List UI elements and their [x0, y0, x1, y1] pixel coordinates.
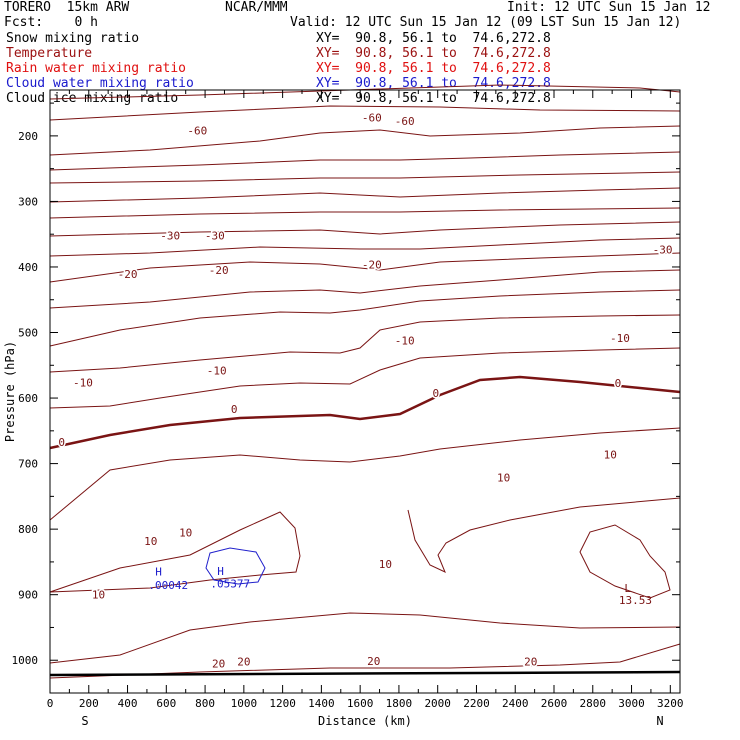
x-axis-title: Distance (km): [318, 714, 412, 728]
extremum-annotation: L: [624, 582, 631, 595]
y-tick-label: 800: [18, 523, 38, 536]
y-tick-label: 700: [18, 458, 38, 471]
field-xy-temperature: XY= 90.8, 56.1 to 74.6,272.8: [316, 46, 551, 61]
axis-ticks: [49, 90, 680, 693]
x-tick-label: 2800: [580, 697, 607, 710]
field-name-cloud-water: Cloud water mixing ratio: [6, 76, 194, 91]
x-tick-label: 2600: [541, 697, 568, 710]
y-tick-label: 1000: [12, 654, 39, 667]
temperature-contour-label: -60: [362, 112, 382, 125]
y-tick-label: 200: [18, 130, 38, 143]
valid-time: Valid: 12 UTC Sun 15 Jan 12 (09 LST Sun …: [290, 15, 682, 30]
temperature-contour-label: 10: [497, 471, 510, 484]
temperature-contour-label: -10: [207, 365, 227, 378]
temperature-contour-label: -20: [118, 268, 138, 281]
plot-frame: [49, 89, 681, 694]
x-end-right-label: N: [656, 714, 663, 728]
x-tick-label: 1400: [308, 697, 335, 710]
temperature-contour-label: -30: [160, 230, 180, 243]
x-tick-label: 400: [118, 697, 138, 710]
temperature-contour-label: -20: [209, 264, 229, 277]
temperature-contour-label: -10: [610, 332, 630, 345]
temperature-contour-label: -30: [653, 243, 673, 256]
x-tick-label: 1600: [347, 697, 374, 710]
temperature-contour-label: 10: [92, 589, 105, 602]
x-tick-label: 800: [195, 697, 215, 710]
x-tick-label: 2000: [424, 697, 451, 710]
init-time: Init: 12 UTC Sun 15 Jan 12: [507, 0, 711, 15]
temperature-contour-label: 20: [212, 658, 225, 671]
extremum-annotation: 13.53: [619, 594, 652, 607]
cloud-water-contour: [205, 547, 266, 585]
y-tick-label: 300: [18, 195, 38, 208]
field-name-snow: Snow mixing ratio: [6, 31, 140, 46]
x-tick-label: 0: [47, 697, 54, 710]
temperature-contour-label: 20: [524, 656, 537, 669]
temperature-contour-label: -60: [187, 125, 207, 138]
x-tick-label: 3200: [657, 697, 684, 710]
temperature-contour-label: 0: [58, 436, 65, 449]
extremum-annotation: .00042: [148, 579, 188, 592]
zero-degree-isotherm: [49, 375, 681, 450]
x-tick-label: 2200: [463, 697, 490, 710]
extremum-annotation: H: [217, 565, 224, 578]
y-tick-label: 500: [18, 327, 38, 340]
x-tick-label: 2400: [502, 697, 529, 710]
x-tick-label: 1000: [231, 697, 258, 710]
forecast-hour: Fcst: 0 h: [4, 15, 98, 30]
x-tick-label: 600: [156, 697, 176, 710]
x-tick-label: 1200: [269, 697, 296, 710]
field-name-temperature: Temperature: [6, 46, 93, 61]
temperature-contour-label: 10: [604, 448, 617, 461]
temperature-contour-label: -30: [205, 230, 225, 243]
ground-surface: [49, 670, 681, 677]
temperature-contour-label: -10: [73, 376, 93, 389]
extremum-annotation: H: [155, 566, 162, 579]
temperature-contour-label: 20: [367, 655, 380, 668]
org-label: NCAR/MMM: [225, 0, 288, 15]
temperature-contour-label: 10: [379, 558, 392, 571]
y-axis-title: Pressure (hPa): [3, 341, 17, 442]
temperature-contour-label: 10: [179, 526, 192, 539]
temperature-contour-label: -10: [395, 334, 415, 347]
field-xy-rain: XY= 90.8, 56.1 to 74.6,272.8: [316, 61, 551, 76]
y-tick-label: 400: [18, 261, 38, 274]
model-title: TORERO 15km ARW: [4, 0, 130, 15]
x-end-left-label: S: [81, 714, 88, 728]
extremum-annotation: .05377: [210, 578, 250, 591]
x-tick-label: 200: [79, 697, 99, 710]
temperature-contour-label: -60: [395, 115, 415, 128]
temperature-contour-label: 0: [615, 377, 622, 390]
temperature-contour-label: 20: [237, 656, 250, 669]
field-name-rain: Rain water mixing ratio: [6, 61, 187, 76]
x-tick-label: 1800: [386, 697, 413, 710]
temperature-contour-label: 0: [231, 403, 238, 416]
temperature-contour-label: 0: [432, 387, 439, 400]
x-tick-label: 3000: [618, 697, 645, 710]
y-tick-label: 900: [18, 589, 38, 602]
temperature-contours: [49, 84, 681, 679]
temperature-contour-label: -20: [362, 258, 382, 271]
y-tick-label: 600: [18, 392, 38, 405]
temperature-contour-label: 10: [144, 535, 157, 548]
field-xy-snow: XY= 90.8, 56.1 to 74.6,272.8: [316, 31, 551, 46]
